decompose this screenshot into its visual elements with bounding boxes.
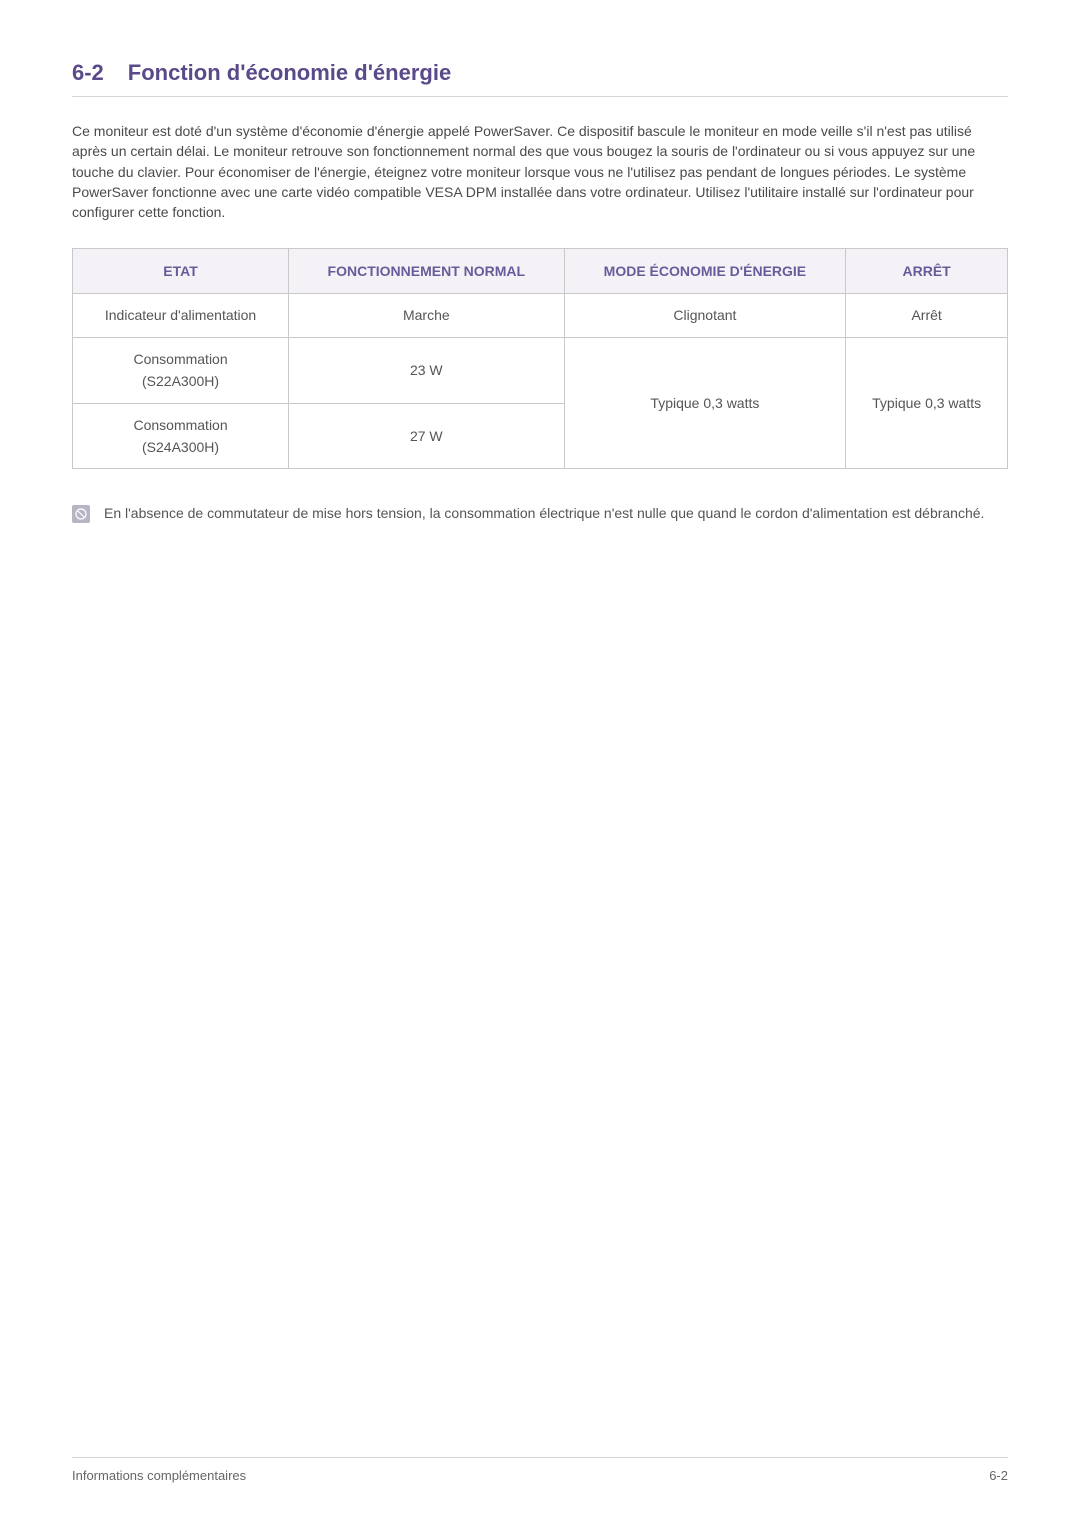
table-row: Indicateur d'alimentation Marche Clignot… bbox=[73, 294, 1008, 337]
table-cell: Indicateur d'alimentation bbox=[73, 294, 289, 337]
table-row: Consommation (S22A300H) 23 W Typique 0,3… bbox=[73, 337, 1008, 403]
footer-right: 6-2 bbox=[989, 1468, 1008, 1483]
table-cell: Arrêt bbox=[846, 294, 1008, 337]
table-cell: 23 W bbox=[289, 337, 564, 403]
table-cell: Typique 0,3 watts bbox=[564, 337, 846, 469]
document-page: 6-2 Fonction d'économie d'énergie Ce mon… bbox=[0, 0, 1080, 1527]
table-header: FONCTIONNEMENT NORMAL bbox=[289, 249, 564, 294]
table-body: Indicateur d'alimentation Marche Clignot… bbox=[73, 294, 1008, 469]
info-icon bbox=[72, 505, 90, 523]
note-text: En l'absence de commutateur de mise hors… bbox=[104, 503, 984, 524]
note-block: En l'absence de commutateur de mise hors… bbox=[72, 503, 1008, 524]
table-header: MODE ÉCONOMIE D'ÉNERGIE bbox=[564, 249, 846, 294]
table-header: ETAT bbox=[73, 249, 289, 294]
section-title: Fonction d'économie d'énergie bbox=[128, 60, 451, 86]
info-glyph-icon bbox=[75, 508, 87, 520]
table-cell: Marche bbox=[289, 294, 564, 337]
power-table: ETAT FONCTIONNEMENT NORMAL MODE ÉCONOMIE… bbox=[72, 248, 1008, 469]
section-heading: 6-2 Fonction d'économie d'énergie bbox=[72, 60, 1008, 97]
section-number: 6-2 bbox=[72, 60, 104, 86]
table-header-row: ETAT FONCTIONNEMENT NORMAL MODE ÉCONOMIE… bbox=[73, 249, 1008, 294]
table-cell: Typique 0,3 watts bbox=[846, 337, 1008, 469]
intro-paragraph: Ce moniteur est doté d'un système d'écon… bbox=[72, 121, 1008, 222]
page-footer: Informations complémentaires 6-2 bbox=[72, 1457, 1008, 1483]
table-header: ARRÊT bbox=[846, 249, 1008, 294]
footer-left: Informations complémentaires bbox=[72, 1468, 246, 1483]
table-cell: Consommation (S24A300H) bbox=[73, 403, 289, 469]
table-cell: 27 W bbox=[289, 403, 564, 469]
table-cell: Consommation (S22A300H) bbox=[73, 337, 289, 403]
table-cell: Clignotant bbox=[564, 294, 846, 337]
